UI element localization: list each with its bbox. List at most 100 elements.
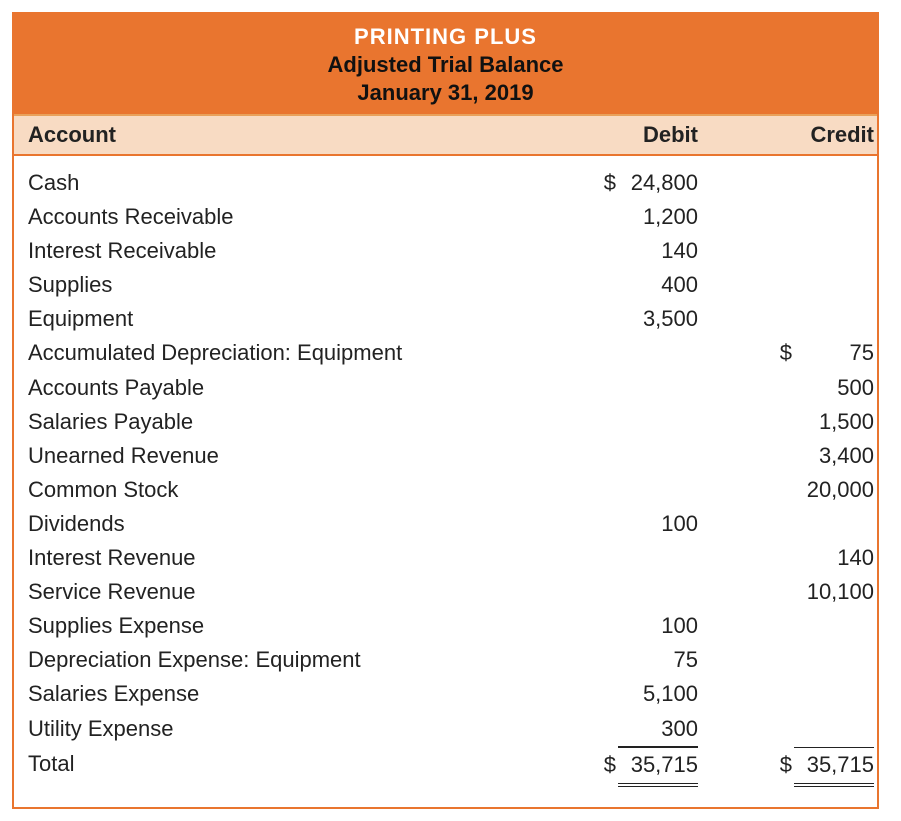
col-header-debit: Debit [528, 122, 704, 148]
debit-cell [528, 473, 704, 507]
col-header-account: Account [28, 122, 528, 148]
account-name: Interest Revenue [28, 541, 528, 575]
account-name: Supplies Expense [28, 609, 528, 643]
amount-value: 300 [618, 712, 698, 747]
credit-cell [704, 234, 880, 268]
total-row: Total$35,715$35,715 [28, 747, 863, 787]
amount-value: 100 [618, 609, 698, 643]
report-date: January 31, 2019 [14, 80, 877, 106]
table-row: Interest Revenue140 [28, 541, 863, 575]
account-name: Utility Expense [28, 712, 528, 747]
account-name: Equipment [28, 302, 528, 336]
debit-cell: 75 [528, 643, 704, 677]
report-title: Adjusted Trial Balance [14, 52, 877, 78]
amount-value: 100 [618, 507, 698, 541]
column-header-row: Account Debit Credit [14, 116, 877, 156]
company-name: PRINTING PLUS [14, 24, 877, 50]
credit-cell [704, 302, 880, 336]
amount-value: 1,200 [618, 200, 698, 234]
total-credit: $35,715 [704, 747, 880, 787]
table-row: Service Revenue10,100 [28, 575, 863, 609]
currency-symbol: $ [780, 748, 794, 782]
credit-cell: 140 [704, 541, 880, 575]
credit-cell: 500 [704, 371, 880, 405]
table-row: Supplies Expense 100 [28, 609, 863, 643]
account-name: Supplies [28, 268, 528, 302]
currency-symbol: $ [604, 748, 618, 782]
account-name: Salaries Payable [28, 405, 528, 439]
debit-cell: 1,200 [528, 200, 704, 234]
table-row: Common Stock20,000 [28, 473, 863, 507]
amount-value: 1,500 [794, 405, 874, 439]
account-name: Salaries Expense [28, 677, 528, 711]
currency-symbol: $ [604, 166, 618, 200]
col-header-credit: Credit [704, 122, 880, 148]
amount-value: 75 [618, 643, 698, 677]
total-label: Total [28, 747, 528, 787]
credit-cell [704, 677, 880, 711]
amount-value: 35,715 [618, 747, 698, 787]
account-name: Dividends [28, 507, 528, 541]
table-row: Supplies 400 [28, 268, 863, 302]
table-row: Equipment 3,500 [28, 302, 863, 336]
table-row: Accounts Payable500 [28, 371, 863, 405]
amount-value: 500 [794, 371, 874, 405]
credit-cell [704, 712, 880, 747]
credit-cell [704, 643, 880, 677]
debit-cell [528, 575, 704, 609]
debit-cell [528, 439, 704, 473]
amount-value: 3,500 [618, 302, 698, 336]
debit-cell [528, 405, 704, 439]
debit-cell [528, 371, 704, 405]
credit-cell: 1,500 [704, 405, 880, 439]
credit-cell: 20,000 [704, 473, 880, 507]
account-name: Interest Receivable [28, 234, 528, 268]
credit-cell: $75 [704, 336, 880, 370]
table-row: Cash$24,800 [28, 166, 863, 200]
table-row: Depreciation Expense: Equipment 75 [28, 643, 863, 677]
credit-cell [704, 268, 880, 302]
debit-cell: 100 [528, 507, 704, 541]
amount-value: 400 [618, 268, 698, 302]
account-name: Cash [28, 166, 528, 200]
debit-cell: $24,800 [528, 166, 704, 200]
credit-cell: 10,100 [704, 575, 880, 609]
table-row: Interest Receivable140 [28, 234, 863, 268]
table-row: Dividends 100 [28, 507, 863, 541]
amount-value: 35,715 [794, 747, 874, 787]
debit-cell [528, 336, 704, 370]
trial-balance-sheet: PRINTING PLUS Adjusted Trial Balance Jan… [12, 12, 879, 809]
amount-value: 20,000 [794, 473, 874, 507]
credit-cell [704, 166, 880, 200]
table-body: Cash$24,800Accounts Receivable1,200Inter… [14, 156, 877, 807]
amount-value: 5,100 [618, 677, 698, 711]
table-row: Salaries Expense 5,100 [28, 677, 863, 711]
debit-cell: 300 [528, 712, 704, 747]
account-name: Depreciation Expense: Equipment [28, 643, 528, 677]
credit-cell [704, 609, 880, 643]
account-name: Accounts Payable [28, 371, 528, 405]
credit-cell [704, 200, 880, 234]
table-row: Accumulated Depreciation: Equipment$75 [28, 336, 863, 370]
account-name: Service Revenue [28, 575, 528, 609]
table-row: Accounts Receivable 1,200 [28, 200, 863, 234]
account-name: Unearned Revenue [28, 439, 528, 473]
account-name: Accounts Receivable [28, 200, 528, 234]
amount-value: 24,800 [618, 166, 698, 200]
credit-cell [704, 507, 880, 541]
debit-cell: 400 [528, 268, 704, 302]
total-debit: $35,715 [528, 747, 704, 787]
credit-cell: 3,400 [704, 439, 880, 473]
amount-value: 3,400 [794, 439, 874, 473]
table-row: Salaries Payable1,500 [28, 405, 863, 439]
debit-cell: 140 [528, 234, 704, 268]
amount-value: 75 [794, 336, 874, 370]
debit-cell [528, 541, 704, 575]
debit-cell: 100 [528, 609, 704, 643]
table-row: Utility Expense 300 [28, 712, 863, 747]
debit-cell: 3,500 [528, 302, 704, 336]
table-row: Unearned Revenue3,400 [28, 439, 863, 473]
amount-value: 140 [794, 541, 874, 575]
debit-cell: 5,100 [528, 677, 704, 711]
currency-symbol: $ [780, 336, 794, 370]
